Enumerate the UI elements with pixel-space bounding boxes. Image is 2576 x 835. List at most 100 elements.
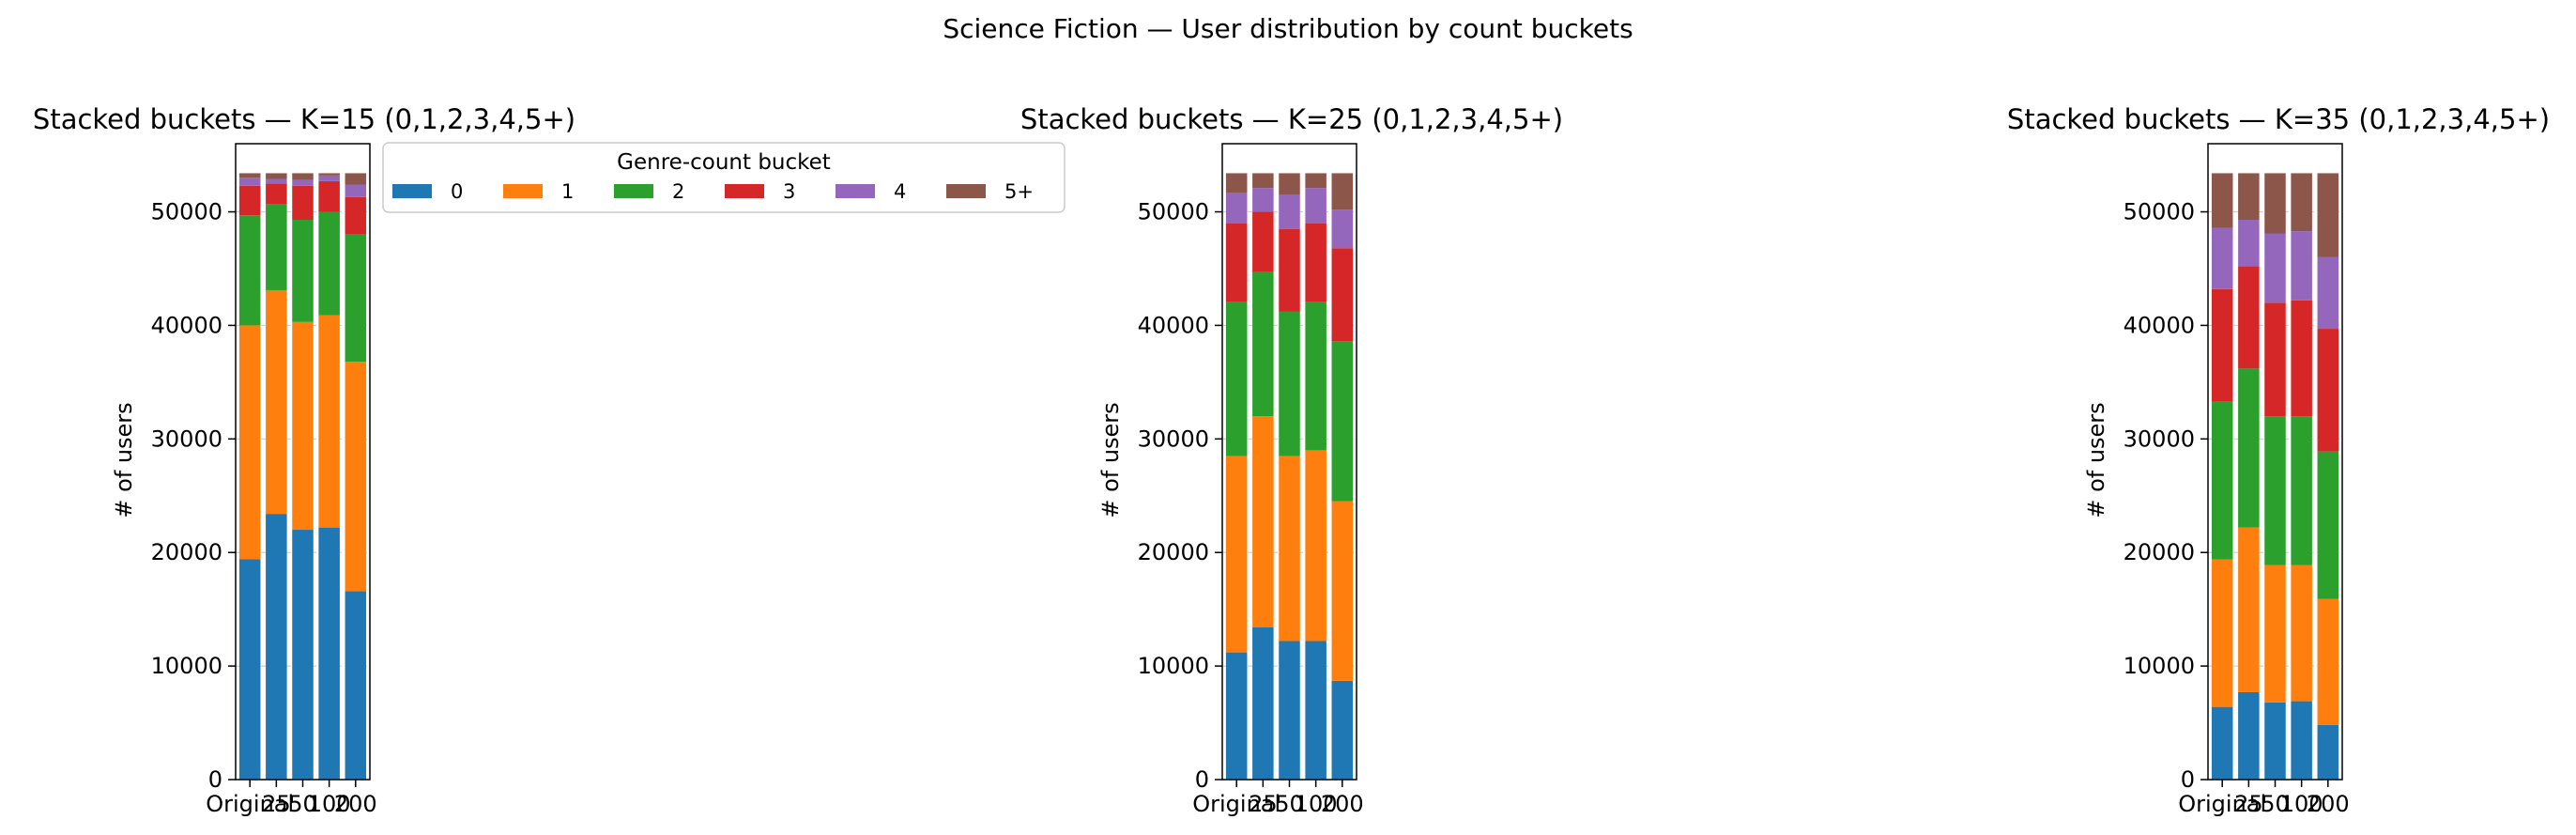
y-axis-label: # of users: [2083, 402, 2109, 518]
bar-segment: [345, 173, 367, 185]
bar-segment: [2238, 173, 2260, 220]
bar-segment: [292, 530, 314, 780]
y-tick-label: 30000: [2124, 425, 2195, 452]
legend-label: 2: [672, 180, 684, 203]
bar-segment: [1331, 248, 1354, 342]
bar-segment: [2291, 173, 2312, 232]
bar-segment: [318, 527, 340, 780]
bar-segment: [2264, 564, 2286, 703]
bar-segment: [266, 178, 287, 184]
bar-segment: [2291, 701, 2312, 780]
bar-segment: [318, 315, 340, 528]
bar-segment: [266, 204, 287, 290]
legend-swatch: [836, 184, 875, 198]
bar-segment: [1331, 501, 1354, 681]
panel-title: Stacked buckets — K=25 (0,1,2,3,4,5+): [1020, 103, 1563, 135]
bar-segment: [345, 234, 367, 363]
bar-segment: [238, 185, 261, 216]
figure-title: Science Fiction — User distribution by c…: [943, 13, 1633, 44]
x-tick-label: 100: [1295, 791, 1338, 817]
x-tick-label: Original: [206, 791, 294, 817]
bar-segment: [1279, 194, 1300, 229]
panel-title: Stacked buckets — K=15 (0,1,2,3,4,5+): [33, 103, 575, 135]
bar-segment: [2264, 233, 2286, 303]
x-tick-label: 25: [2234, 791, 2263, 817]
bar-segment: [1252, 188, 1274, 212]
x-tick-label: Original: [1192, 791, 1280, 817]
x-tick-label: Original: [2178, 791, 2266, 817]
y-tick-label: 30000: [151, 425, 222, 452]
bar-segment: [1279, 173, 1300, 195]
bar-segment: [238, 325, 261, 560]
bar-segment: [345, 184, 367, 197]
bar-segment: [2264, 302, 2286, 417]
bar-segment: [266, 173, 287, 179]
bar-segment: [2238, 266, 2260, 369]
bar-segment: [292, 173, 314, 180]
bar-segment: [1305, 641, 1326, 780]
bar-segment: [1331, 173, 1354, 210]
bar-segment: [318, 175, 340, 181]
y-tick-label: 0: [208, 766, 222, 793]
legend-label: 0: [451, 180, 463, 203]
panel-k15: Stacked buckets — K=15 (0,1,2,3,4,5+) # …: [33, 103, 575, 817]
legend-title: Genre-count bucket: [617, 150, 831, 175]
legend-swatch: [503, 184, 543, 198]
x-tick-label: 200: [1321, 791, 1364, 817]
x-tick-label: 50: [1275, 791, 1304, 817]
x-tick-label: 200: [2307, 791, 2350, 817]
bar-segment: [2211, 401, 2233, 560]
bar-segment: [318, 211, 340, 316]
legend-swatch: [725, 184, 764, 198]
y-axis-label: # of users: [111, 402, 137, 518]
y-tick-label: 20000: [1138, 539, 1209, 565]
y-axis-label: # of users: [1097, 402, 1124, 518]
bar-segment: [2317, 329, 2339, 452]
bar-segment: [2317, 598, 2339, 725]
y-tick-label: 20000: [151, 539, 222, 565]
x-tick-label: 50: [288, 791, 317, 817]
bar-segment: [2238, 219, 2260, 267]
bar-segment: [2264, 173, 2286, 234]
y-tick-label: 0: [2181, 766, 2195, 793]
y-tick-label: 10000: [2124, 653, 2195, 679]
bar-segment: [2291, 300, 2312, 417]
bar-segment: [318, 180, 340, 212]
bar-segment: [238, 178, 261, 186]
x-tick-label: 100: [308, 791, 351, 817]
bar-segment: [1252, 211, 1274, 272]
legend-label: 5+: [1004, 180, 1034, 203]
y-tick-label: 40000: [151, 312, 222, 338]
bar-segment: [1252, 627, 1274, 780]
bar-segment: [2211, 706, 2233, 780]
bar-segment: [2317, 173, 2339, 257]
bar-segment: [2264, 416, 2286, 565]
bar-segment: [292, 185, 314, 220]
y-tick-label: 10000: [1138, 653, 1209, 679]
legend-frame: [382, 142, 1066, 213]
y-tick-label: 40000: [1138, 312, 1209, 338]
legend-swatch: [946, 184, 986, 198]
bar-segment: [1225, 302, 1248, 456]
legend-swatch: [392, 184, 432, 198]
bar-segment: [1225, 192, 1248, 224]
x-tick-label: 200: [334, 791, 377, 817]
legend: Genre-count bucket 0 1 2 3 4 5+: [382, 142, 1066, 213]
bar-segment: [2264, 702, 2286, 780]
panel-title: Stacked buckets — K=35 (0,1,2,3,4,5+): [2007, 103, 2550, 135]
bar-segment: [2238, 691, 2260, 780]
bar-segment: [1252, 271, 1274, 417]
x-tick-label: 25: [1249, 791, 1278, 817]
y-tick-label: 20000: [2124, 539, 2195, 565]
bar-segment: [1225, 173, 1248, 193]
legend-label: 4: [894, 180, 906, 203]
x-tick-label: 50: [2261, 791, 2290, 817]
bar-segment: [2211, 227, 2233, 289]
bar-segment: [2317, 451, 2339, 599]
bar-segment: [2291, 564, 2312, 702]
bar-segment: [345, 362, 367, 592]
bar-segment: [1279, 641, 1300, 780]
bar-segment: [2238, 527, 2260, 692]
bar-segment: [1305, 223, 1326, 302]
